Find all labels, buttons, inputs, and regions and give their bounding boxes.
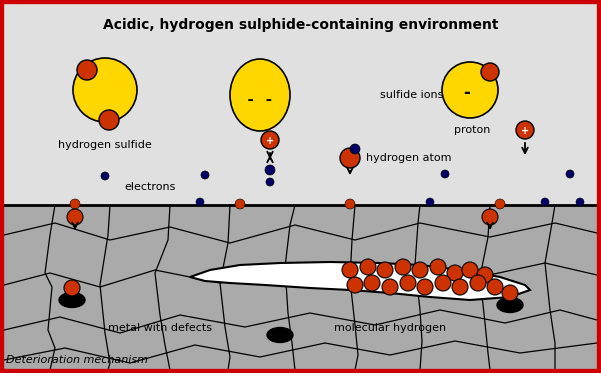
Circle shape: [350, 144, 360, 154]
Circle shape: [566, 170, 574, 178]
Circle shape: [441, 170, 449, 178]
Circle shape: [235, 199, 245, 209]
Ellipse shape: [230, 59, 290, 131]
Circle shape: [462, 262, 478, 278]
Circle shape: [502, 285, 518, 301]
Ellipse shape: [267, 327, 293, 342]
Circle shape: [395, 259, 411, 275]
Circle shape: [426, 198, 434, 206]
Ellipse shape: [59, 292, 85, 307]
Text: proton: proton: [454, 125, 490, 135]
Circle shape: [435, 275, 451, 291]
Circle shape: [541, 198, 549, 206]
Circle shape: [470, 275, 486, 291]
Circle shape: [101, 172, 109, 180]
Bar: [4, 205, 597, 369]
Circle shape: [430, 259, 446, 275]
Circle shape: [482, 209, 498, 225]
Circle shape: [382, 279, 398, 295]
Ellipse shape: [497, 298, 523, 313]
Circle shape: [477, 267, 493, 283]
Circle shape: [412, 262, 428, 278]
Text: sulfide ions: sulfide ions: [380, 90, 444, 100]
Circle shape: [487, 279, 503, 295]
Circle shape: [342, 262, 358, 278]
Circle shape: [340, 148, 360, 168]
Text: +: +: [266, 136, 274, 146]
Circle shape: [452, 279, 468, 295]
Circle shape: [364, 275, 380, 291]
Text: molecular hydrogen: molecular hydrogen: [334, 323, 446, 333]
Circle shape: [360, 259, 376, 275]
Circle shape: [417, 279, 433, 295]
Text: - -: - -: [246, 91, 273, 107]
Circle shape: [347, 277, 363, 293]
Circle shape: [196, 198, 204, 206]
Text: hydrogen sulfide: hydrogen sulfide: [58, 140, 152, 150]
Text: hydrogen atom: hydrogen atom: [366, 153, 451, 163]
Polygon shape: [190, 262, 530, 300]
Circle shape: [481, 63, 499, 81]
Circle shape: [70, 199, 80, 209]
Circle shape: [345, 199, 355, 209]
Circle shape: [495, 199, 505, 209]
Circle shape: [400, 275, 416, 291]
Circle shape: [99, 110, 119, 130]
Circle shape: [67, 209, 83, 225]
Circle shape: [266, 178, 274, 186]
Text: Deterioration mechanism: Deterioration mechanism: [6, 355, 148, 365]
Circle shape: [261, 131, 279, 149]
Circle shape: [576, 198, 584, 206]
Bar: [4, 4, 597, 205]
Circle shape: [64, 280, 80, 296]
Text: -: -: [463, 84, 471, 102]
Circle shape: [516, 121, 534, 139]
Text: +: +: [521, 126, 529, 136]
Circle shape: [377, 262, 393, 278]
Text: Acidic, hydrogen sulphide-containing environment: Acidic, hydrogen sulphide-containing env…: [103, 18, 498, 32]
Circle shape: [265, 165, 275, 175]
Circle shape: [442, 62, 498, 118]
Text: metal with defects: metal with defects: [108, 323, 212, 333]
Circle shape: [447, 265, 463, 281]
Circle shape: [201, 171, 209, 179]
Circle shape: [73, 58, 137, 122]
Text: electrons: electrons: [124, 182, 175, 192]
Circle shape: [77, 60, 97, 80]
